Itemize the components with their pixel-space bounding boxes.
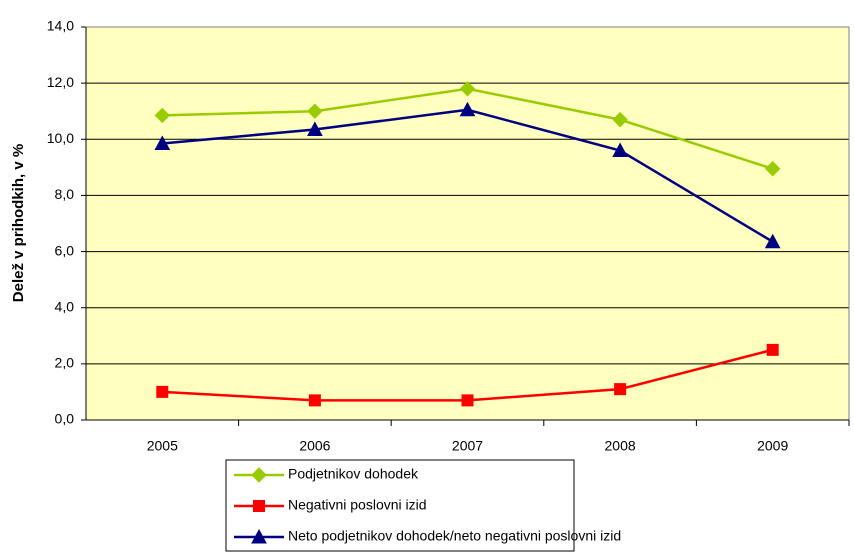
data-point — [461, 394, 474, 407]
y-tick-label: 2,0 — [55, 355, 75, 371]
data-point — [614, 383, 627, 396]
x-tick-label: 2008 — [605, 438, 636, 454]
data-point — [154, 107, 171, 124]
y-tick-label: 6,0 — [55, 242, 75, 258]
x-tick-label: 2006 — [299, 438, 330, 454]
x-tick-label: 2005 — [147, 438, 178, 454]
data-point — [307, 121, 323, 136]
legend-marker — [251, 528, 267, 544]
data-point — [459, 101, 476, 117]
data-point — [764, 233, 781, 249]
data-point — [766, 343, 779, 356]
x-tick-label: 2009 — [757, 438, 788, 454]
data-point — [308, 394, 321, 407]
y-tick-label: 4,0 — [55, 298, 75, 314]
data-point — [764, 161, 781, 177]
legend-label: Negativni poslovni izid — [288, 497, 427, 513]
legend-label: Neto podjetnikov dohodek/neto negativni … — [288, 528, 621, 544]
data-point — [154, 135, 171, 150]
y-axis-label: Delež v prihodkih, v % — [10, 144, 27, 302]
data-point — [156, 385, 169, 398]
legend-marker — [251, 467, 267, 483]
data-point — [459, 81, 476, 97]
x-tick-label: 2007 — [452, 438, 483, 454]
data-point — [612, 142, 628, 158]
y-tick-label: 8,0 — [55, 186, 75, 202]
legend-label: Podjetnikov dohodek — [288, 466, 419, 482]
y-tick-label: 0,0 — [55, 411, 75, 427]
y-tick-label: 12,0 — [47, 74, 74, 90]
y-tick-label: 14,0 — [47, 18, 74, 34]
data-point — [612, 111, 628, 128]
legend-marker — [253, 500, 265, 512]
data-point — [307, 103, 323, 119]
y-tick-label: 10,0 — [47, 130, 74, 146]
